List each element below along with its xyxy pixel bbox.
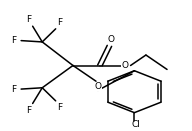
Text: F: F: [57, 18, 62, 27]
Text: O: O: [94, 82, 101, 91]
Text: F: F: [57, 103, 62, 112]
Text: O: O: [108, 35, 115, 44]
Text: F: F: [26, 106, 31, 114]
Text: Cl: Cl: [132, 120, 141, 129]
Text: F: F: [26, 15, 31, 24]
Text: F: F: [11, 85, 16, 94]
Text: O: O: [121, 61, 128, 70]
Text: F: F: [11, 36, 16, 45]
